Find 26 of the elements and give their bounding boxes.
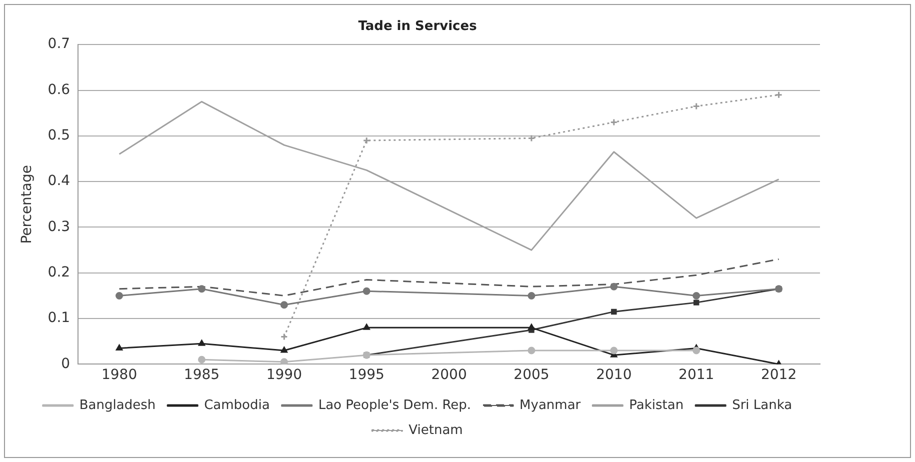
x-tick-label: 2005 <box>514 367 550 384</box>
y-tick-label: 0 <box>61 356 70 372</box>
y-tick-label: 0.7 <box>48 36 70 52</box>
y-tick-label: 0.5 <box>48 128 70 144</box>
y-tick-label: 0.3 <box>48 218 70 235</box>
legend-label: Vietnam <box>408 422 463 438</box>
y-tick-label: 0.4 <box>48 173 70 190</box>
x-tick-label: 2011 <box>678 367 714 384</box>
x-tick-label: 1990 <box>266 367 302 384</box>
x-tick-label: 2010 <box>596 367 632 384</box>
y-axis-title: Percentage <box>19 165 36 244</box>
legend-label: Pakistan <box>629 398 684 413</box>
chart-title: Tade in Services <box>358 19 478 34</box>
y-tick-label: 0.2 <box>48 264 70 281</box>
y-tick-label: 0.6 <box>48 82 70 98</box>
legend-label: Sri Lanka <box>732 398 792 413</box>
legend-label: Lao People's Dem. Rep. <box>318 398 472 413</box>
legend-label: Myanmar <box>520 398 582 413</box>
x-tick-label: 2012 <box>760 367 797 384</box>
y-tick-label: 0.1 <box>48 310 70 326</box>
x-tick-label: 1995 <box>348 367 384 384</box>
x-tick-label: 1985 <box>184 367 220 384</box>
legend-label: Cambodia <box>204 398 270 413</box>
x-tick-label: 1980 <box>101 367 138 384</box>
x-tick-label: 2000 <box>431 367 467 384</box>
legend-label: Bangladesh <box>79 398 156 413</box>
